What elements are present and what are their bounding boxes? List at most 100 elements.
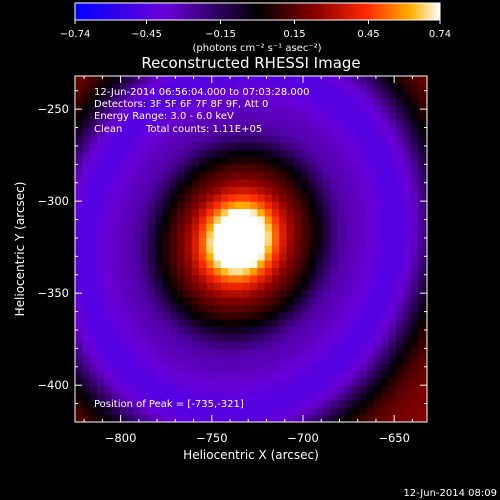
heatmap-cell — [395, 208, 404, 217]
heatmap-cell — [388, 201, 397, 210]
heatmap-cell — [410, 245, 419, 254]
heatmap-cell — [381, 112, 390, 121]
heatmap-cell — [155, 230, 164, 239]
heatmap-cell — [344, 208, 353, 217]
heatmap-cell — [82, 385, 91, 394]
heatmap-cell — [75, 377, 83, 386]
heatmap-cell — [126, 171, 134, 180]
heatmap-cell — [257, 326, 266, 335]
heatmap-cell — [82, 282, 91, 291]
heatmap-cell — [257, 399, 266, 408]
heatmap-cell — [235, 179, 244, 188]
heatmap-cell — [220, 215, 229, 224]
heatmap-cell — [242, 370, 251, 379]
heatmap-cell — [82, 363, 91, 372]
heatmap-cell — [301, 149, 310, 158]
heatmap-cell — [286, 414, 295, 422]
heatmap-cell — [118, 120, 127, 129]
heatmap-cell — [330, 105, 339, 114]
heatmap-cell — [177, 105, 186, 114]
heatmap-cell — [293, 90, 302, 99]
heatmap-cell — [213, 341, 222, 349]
heatmap-cell — [403, 142, 412, 151]
heatmap-cell — [374, 127, 383, 136]
heatmap-cell — [213, 414, 222, 422]
heatmap-cell — [417, 193, 426, 202]
heatmap-cell — [89, 282, 98, 291]
heatmap-cell — [323, 370, 331, 379]
heatmap-cell — [308, 333, 317, 342]
heatmap-cell — [395, 414, 404, 422]
heatmap-cell — [352, 179, 361, 188]
heatmap-cell — [82, 267, 91, 276]
heatmap-cell — [359, 399, 368, 408]
heatmap-cell — [133, 237, 142, 246]
heatmap-cell — [199, 193, 207, 202]
heatmap-cell — [323, 289, 331, 298]
heatmap-cell — [337, 156, 346, 165]
heatmap-cell — [337, 112, 346, 121]
heatmap-cell — [250, 333, 258, 342]
heatmap-cell — [330, 98, 339, 107]
heatmap-cell — [118, 407, 127, 416]
heatmap-cell — [410, 377, 419, 386]
heatmap-cell — [162, 260, 171, 269]
heatmap-cell — [293, 245, 302, 254]
x-tick-label: −700 — [287, 431, 319, 445]
heatmap-cell — [220, 274, 229, 283]
heatmap-cell — [410, 267, 419, 276]
heatmap-cell — [403, 326, 412, 335]
heatmap-cell — [337, 134, 346, 143]
heatmap-cell — [359, 385, 368, 394]
annotation-method: Clean — [94, 124, 122, 135]
heatmap-cell — [242, 385, 251, 394]
heatmap-cell — [264, 90, 273, 99]
heatmap-cell — [395, 171, 404, 180]
heatmap-cell — [366, 341, 375, 349]
heatmap-cell — [191, 289, 200, 298]
heatmap-cell — [264, 318, 273, 327]
heatmap-cell — [118, 127, 127, 136]
heatmap-cell — [337, 399, 346, 408]
heatmap-cell — [75, 318, 83, 327]
heatmap-cell — [162, 296, 171, 305]
heatmap-cell — [184, 296, 193, 305]
heatmap-cell — [417, 230, 426, 239]
heatmap-cell — [308, 98, 317, 107]
heatmap-cell — [308, 326, 317, 335]
heatmap-cell — [242, 179, 251, 188]
heatmap-cell — [191, 201, 200, 210]
heatmap-cell — [257, 98, 266, 107]
heatmap-cell — [323, 230, 331, 239]
heatmap-cell — [155, 267, 164, 276]
heatmap-cell — [242, 208, 251, 217]
heatmap-cell — [337, 392, 346, 401]
heatmap-cell — [89, 341, 98, 349]
heatmap-cell — [220, 193, 229, 202]
heatmap-cell — [228, 370, 237, 379]
heatmap-cell — [242, 156, 251, 165]
heatmap-cell — [330, 392, 339, 401]
heatmap-cell — [104, 304, 113, 313]
heatmap-cell — [257, 215, 266, 224]
heatmap-cell — [169, 105, 178, 114]
heatmap-cell — [82, 215, 91, 224]
heatmap-cell — [75, 201, 83, 210]
heatmap-cell — [381, 208, 390, 217]
heatmap-cell — [374, 193, 383, 202]
heatmap-cell — [301, 230, 310, 239]
heatmap-cell — [374, 76, 383, 84]
colorbar-tick-label: −0.15 — [205, 29, 236, 40]
heatmap-cell — [374, 370, 383, 379]
heatmap-cell — [199, 127, 207, 136]
heatmap-cell — [425, 193, 427, 202]
heatmap-cell — [308, 260, 317, 269]
heatmap-cell — [403, 201, 412, 210]
heatmap-cell — [337, 282, 346, 291]
heatmap-cell — [330, 341, 339, 349]
heatmap-cell — [140, 392, 149, 401]
heatmap-cell — [206, 112, 215, 121]
heatmap-cell — [82, 98, 91, 107]
heatmap-cell — [293, 230, 302, 239]
heatmap-cell — [271, 304, 280, 313]
